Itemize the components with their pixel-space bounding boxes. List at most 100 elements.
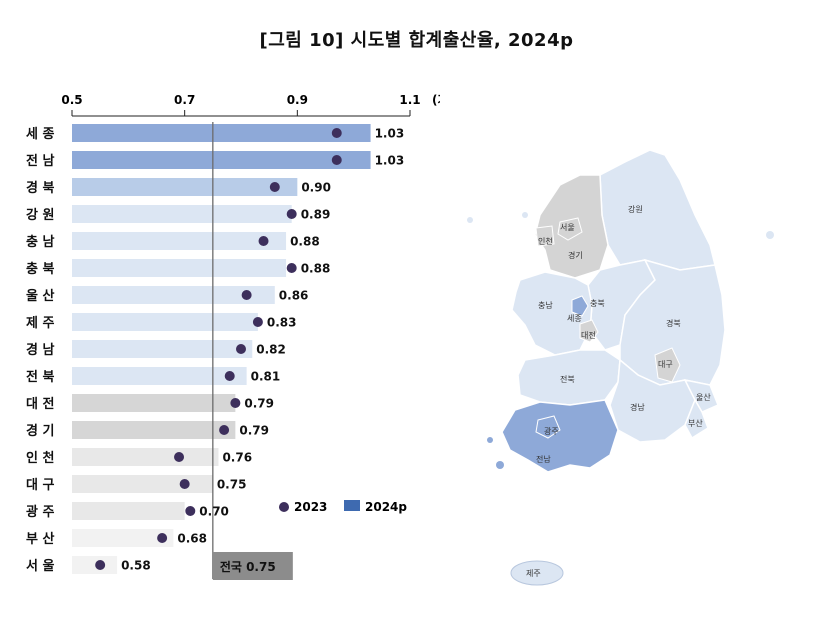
map-region-jeju <box>510 560 564 586</box>
dots-2023 <box>95 128 342 570</box>
map-label: 인천 <box>538 236 553 246</box>
legend-label: 2024p <box>365 500 407 514</box>
map-region-jeonnam <box>501 399 619 473</box>
value-label: 1.03 <box>375 154 405 168</box>
map-island <box>522 212 528 218</box>
korea-map: 강원 경기 서울 인천 충남 충북 세종 대전 경북 대구 전북 경남 울산 부… <box>467 149 774 586</box>
bar-2024p <box>72 529 174 547</box>
dot-2023 <box>286 209 297 219</box>
value-label: 0.68 <box>177 532 207 546</box>
category-label: 서 울 <box>26 558 54 574</box>
value-label: 0.75 <box>217 478 247 492</box>
category-label: 인 천 <box>26 450 54 466</box>
bar-2024p <box>72 556 118 574</box>
map-island <box>467 217 473 223</box>
dot-2023 <box>224 371 235 381</box>
value-label: 0.89 <box>301 208 331 222</box>
dot-2023 <box>252 317 263 327</box>
value-label: 0.79 <box>244 397 274 411</box>
x-axis-ticks: 0.5 0.7 0.9 1.1 <box>61 93 421 117</box>
map-region-gwangju <box>535 415 561 439</box>
map-region-daejeon <box>579 319 599 343</box>
dot-2023 <box>236 344 246 354</box>
value-labels: 1.03 1.03 0.90 0.89 0.88 0.88 0.86 0.83 0.82 0.81… <box>121 127 404 573</box>
category-label: 세 종 <box>26 127 54 142</box>
bar-2024p <box>72 448 219 466</box>
dot-2023 <box>157 533 168 543</box>
chart-title: [그림 10] 시도별 합계출산율, 2024p <box>259 30 574 51</box>
value-label: 0.70 <box>199 505 229 519</box>
dot-2023 <box>331 155 342 165</box>
value-label: 0.81 <box>251 370 281 384</box>
category-label: 충 북 <box>26 261 54 277</box>
map-label: 강원 <box>628 204 643 214</box>
category-label: 경 남 <box>26 342 54 358</box>
bar-2024p <box>72 367 247 385</box>
category-label: 전 남 <box>26 153 54 169</box>
value-label: 1.03 <box>375 127 405 141</box>
legend-swatch-2024p <box>344 500 360 511</box>
x-tick-label: 0.5 <box>61 93 82 107</box>
category-label: 경 기 <box>26 423 54 439</box>
reference-box <box>212 552 293 580</box>
dot-2023 <box>179 479 190 489</box>
x-tick-label: 0.9 <box>287 93 308 107</box>
category-labels: 세 종전 남경 북강 원충 남충 북울 산제 주경 남전 북대 전경 기인 천대… <box>26 127 54 574</box>
category-label: 울 산 <box>26 288 54 304</box>
map-label: 대구 <box>658 360 673 369</box>
legend-label: 2023 <box>294 500 327 514</box>
map-region-incheon <box>535 225 555 247</box>
dot-2023 <box>269 182 280 192</box>
value-label: 0.58 <box>121 559 151 573</box>
value-label: 0.79 <box>239 424 269 438</box>
category-label: 충 남 <box>26 234 54 250</box>
value-label: 0.82 <box>256 343 286 357</box>
map-region-daegu <box>654 347 681 383</box>
map-label: 세종 <box>567 314 582 323</box>
value-label: 0.76 <box>222 451 252 465</box>
category-label: 강 원 <box>26 207 54 223</box>
map-label: 울산 <box>696 392 711 402</box>
category-label: 경 북 <box>26 180 54 196</box>
x-tick-label: 0.7 <box>174 93 195 107</box>
dot-2023 <box>185 506 196 516</box>
bar-2024p <box>72 475 213 493</box>
map-region-seoul <box>557 217 583 241</box>
legend: 2023 2024p <box>279 500 407 514</box>
bar-2024p <box>72 340 253 358</box>
bar-2024p <box>72 421 236 439</box>
map-region-jeonbuk <box>517 349 621 406</box>
dot-2023 <box>95 560 106 570</box>
map-island <box>496 461 504 469</box>
bar-2024p <box>72 205 292 223</box>
category-label: 광 주 <box>26 505 54 520</box>
reference-line-group: 전국 0.75 <box>212 122 293 580</box>
value-label: 0.86 <box>279 289 309 303</box>
map-label: 전남 <box>536 454 551 464</box>
dot-2023 <box>230 398 241 408</box>
value-label: 0.83 <box>267 316 297 330</box>
map-label: 경기 <box>568 250 583 260</box>
reference-label: 전국 0.75 <box>220 559 276 574</box>
dot-2023 <box>258 236 269 246</box>
bar-2024p <box>72 259 287 277</box>
dot-2023 <box>241 290 252 300</box>
bar-2024p <box>72 124 371 142</box>
value-label: 0.88 <box>301 262 331 276</box>
map-label: 광주 <box>544 426 559 436</box>
bar-2024p <box>72 502 185 520</box>
x-tick-label: 1.1 <box>399 93 420 107</box>
bar-2024p <box>72 394 236 412</box>
map-region-gangwon <box>599 149 716 271</box>
map-label: 제주 <box>526 569 541 578</box>
bar-2024p <box>72 313 258 331</box>
map-label: 부산 <box>688 418 703 428</box>
category-label: 부 산 <box>26 531 54 547</box>
map-island <box>487 437 493 443</box>
map-island <box>766 231 774 239</box>
category-label: 전 북 <box>26 369 54 385</box>
map-label: 대전 <box>581 330 596 340</box>
map-label: 경남 <box>630 402 645 412</box>
dot-2023 <box>331 128 342 138</box>
map-region-busan <box>684 398 709 440</box>
